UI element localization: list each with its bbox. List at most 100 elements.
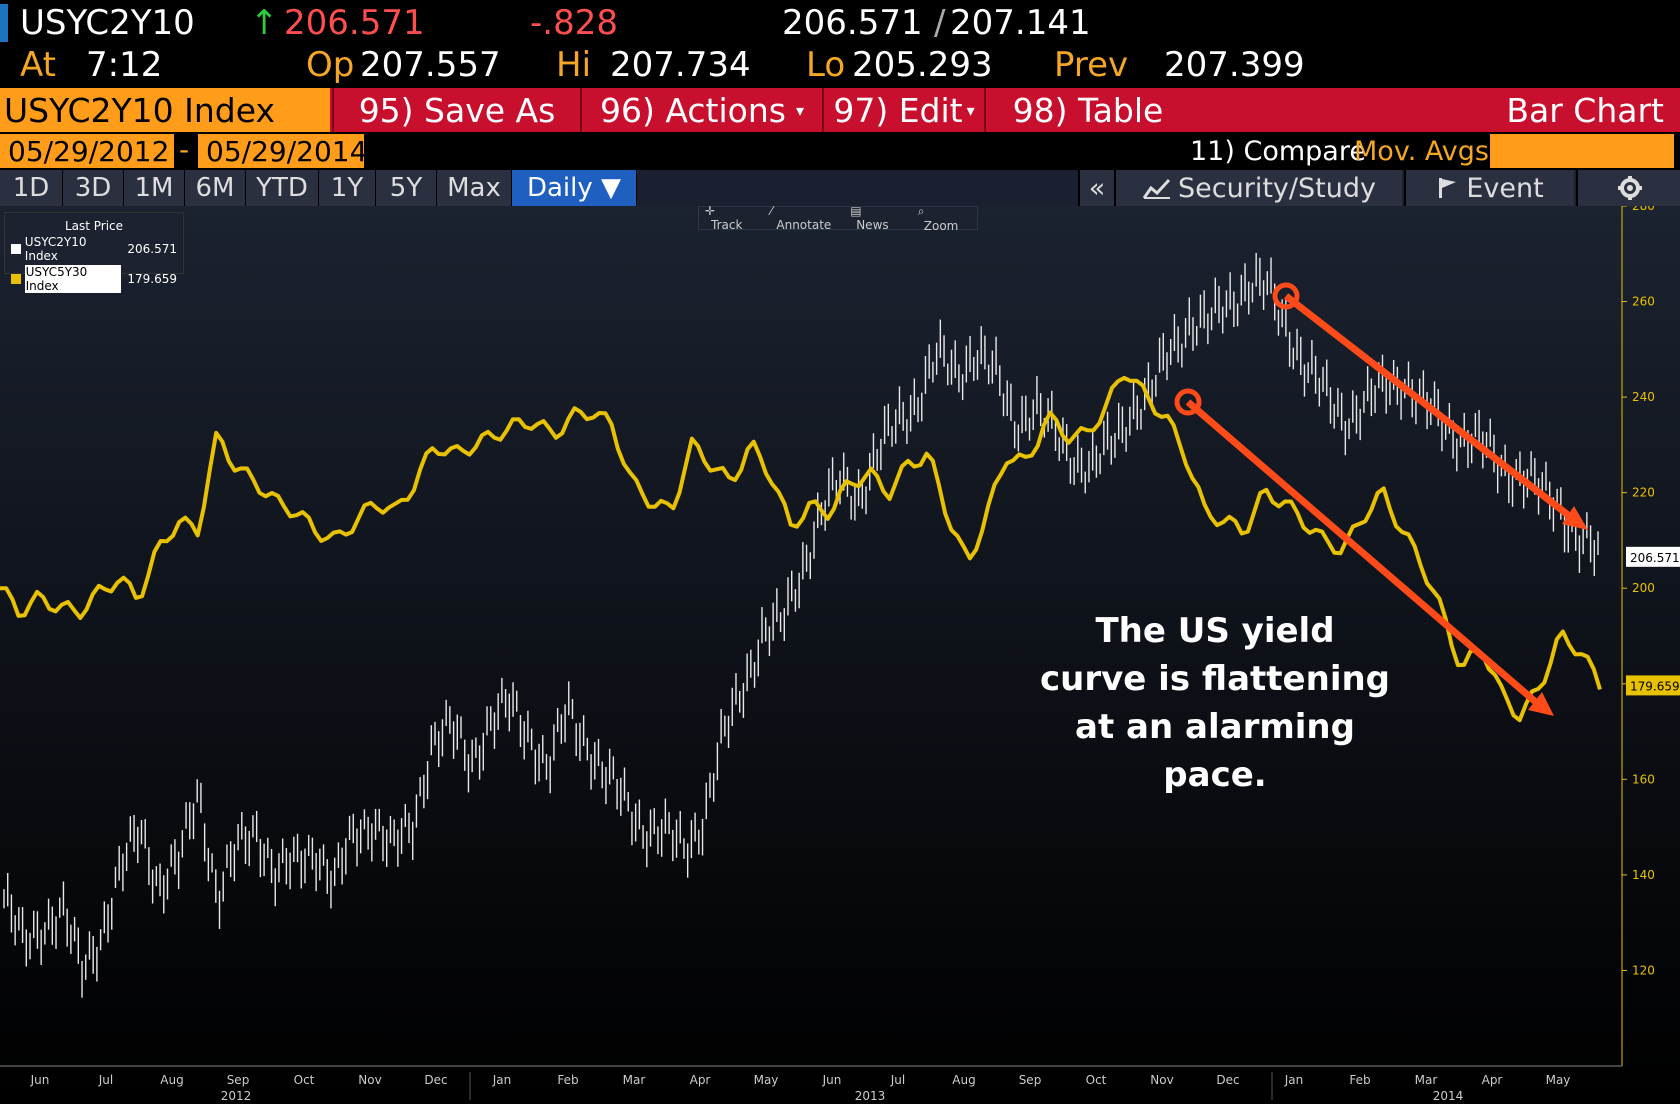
table-button[interactable]: 98) Table [984, 88, 1190, 132]
frequency-dropdown[interactable]: Daily ▼ [512, 170, 637, 206]
price-chart[interactable]: 120140160180200220240260280206.571179.65… [0, 199, 1680, 1103]
legend-value: 179.659 [127, 272, 177, 286]
legend-value: 206.571 [127, 242, 177, 256]
x-year-label: 2012 [221, 1089, 252, 1100]
chart-toolbar: ✛ Track ⁄ Annotate ▤ News ⌕ Zoom [698, 203, 978, 233]
bid-price: 206.571 [782, 3, 923, 43]
view-title: Bar Chart [1506, 91, 1664, 130]
tab-ytd[interactable]: YTD [246, 170, 319, 206]
last-value-5y30: 179.659 [1626, 675, 1680, 696]
annotation-arrows [1174, 282, 1588, 716]
annotation-line: pace. [1163, 755, 1267, 795]
x-tick-label: Aug [160, 1073, 183, 1087]
y-axis: 120140160180200220240260280206.571179.65… [1621, 199, 1680, 1066]
x-tick-label: Dec [424, 1073, 447, 1087]
x-tick-label: Mar [1415, 1073, 1438, 1087]
news-label: News [856, 218, 889, 232]
chart-annotation: The US yield curve is flattening at an a… [1015, 607, 1415, 799]
chart-canvas: 120140160180200220240260280206.571179.65… [0, 199, 1680, 1103]
x-tick-label: Feb [557, 1073, 578, 1087]
annotation-line: The US yield [1095, 611, 1335, 651]
arrow-5y30-head [1528, 692, 1554, 716]
mov-avgs-button[interactable]: Mov. Avgs [1354, 136, 1489, 167]
ticker-symbol: USYC2Y10 [20, 3, 195, 43]
last-value-2y10: 206.571 [1626, 546, 1680, 567]
x-tick-label: Mar [623, 1073, 646, 1087]
annotate-label: Annotate [776, 218, 832, 232]
arrow-2y10-head [1562, 506, 1588, 530]
x-tick-label: Nov [358, 1073, 381, 1087]
y-tick-label: 220 [1632, 486, 1655, 500]
y-tick-label: 240 [1632, 390, 1655, 404]
compare-button[interactable]: 11) Compare [1190, 136, 1366, 167]
x-tick-label: Apr [690, 1073, 711, 1087]
x-tick-label: Jan [492, 1073, 512, 1087]
x-tick-label: May [754, 1073, 779, 1087]
date-dash: - [179, 133, 190, 166]
high-price: 207.734 [610, 45, 751, 85]
start-date[interactable]: 05/29/2012 [0, 134, 174, 168]
security-study-button[interactable]: Security/Study [1114, 170, 1402, 206]
settings-button[interactable] [1576, 170, 1680, 206]
arrow-5y30-shaft [1185, 399, 1541, 707]
legend-title: Last Price [64, 219, 124, 233]
collapse-button[interactable]: « [1078, 170, 1114, 206]
actions-button[interactable]: 96) Actions ▾ [580, 88, 822, 132]
tab-1d[interactable]: 1D [0, 170, 63, 206]
price-change: -.828 [530, 3, 618, 43]
security-box[interactable]: USYC2Y10 Index [0, 88, 330, 132]
usyc5y30-line [0, 375, 1602, 723]
open-price: 207.557 [360, 45, 501, 85]
end-date[interactable]: 05/29/2014 [198, 134, 367, 168]
annotate-button[interactable]: ⁄ Annotate [770, 204, 832, 232]
tab-5y[interactable]: 5Y [376, 170, 437, 206]
x-tick-label: Dec [1216, 1073, 1239, 1087]
tab-max[interactable]: Max [437, 170, 512, 206]
tab-3d[interactable]: 3D [63, 170, 124, 206]
legend-item-usyc5y30: USYC5Y30 Index 179.659 [11, 265, 177, 293]
y-tick-label: 200 [1632, 581, 1655, 595]
annotation-line: curve is flattening [1039, 659, 1391, 699]
arrow-5y30-start [1174, 388, 1202, 416]
x-tick-label: Jun [822, 1073, 842, 1087]
edit-label: 97) Edit [833, 90, 963, 130]
save-as-button[interactable]: 95) Save As [332, 88, 580, 132]
x-tick-label: Oct [294, 1073, 315, 1087]
legend-swatch-white [11, 244, 21, 254]
arrow-2y10-start [1272, 282, 1300, 310]
x-tick-label: Apr [1482, 1073, 1503, 1087]
open-label: Op [306, 45, 355, 85]
x-tick-label: Jun [30, 1073, 50, 1087]
news-button[interactable]: ▤ News [850, 204, 889, 232]
x-tick-label: Jul [890, 1073, 905, 1087]
security-name: USYC2Y10 Index [4, 91, 275, 130]
legend-name: USYC2Y10 Index [24, 235, 87, 263]
zoom-button[interactable]: ⌕ Zoom [917, 203, 959, 233]
prev-price: 207.399 [1164, 45, 1305, 85]
x-tick-label: Nov [1150, 1073, 1173, 1087]
track-label: Track [711, 218, 743, 232]
tab-1m[interactable]: 1M [124, 170, 185, 206]
chart-icon [1142, 178, 1171, 199]
tab-6m[interactable]: 6M [185, 170, 246, 206]
last-value-label: 206.571 [1630, 551, 1680, 565]
x-tick-label: Sep [227, 1073, 250, 1087]
x-tick-label: Jul [98, 1073, 113, 1087]
event-button[interactable]: Event [1404, 170, 1574, 206]
actions-label: 96) Actions [600, 90, 786, 130]
event-label: Event [1466, 172, 1544, 204]
up-arrow-icon: ↑ [250, 3, 279, 43]
tab-1y[interactable]: 1Y [319, 170, 376, 206]
y-tick-label: 160 [1632, 772, 1655, 786]
edit-button[interactable]: 97) Edit ▾ [822, 88, 984, 132]
flag-icon [1439, 178, 1457, 198]
x-tick-label: May [1546, 1073, 1571, 1087]
at-time: 7:12 [86, 45, 163, 85]
y-tick-label: 140 [1632, 868, 1655, 882]
x-axis: Jun Jul Aug Sep Oct Nov Dec Jan Feb Mar Apr May Jun J… [0, 1065, 1622, 1103]
track-button[interactable]: ✛ Track [705, 204, 743, 232]
ticker-marker [0, 4, 8, 42]
quote-header [0, 0, 1680, 88]
x-year-label: 2014 [1433, 1089, 1464, 1100]
low-label: Lo [806, 45, 846, 85]
